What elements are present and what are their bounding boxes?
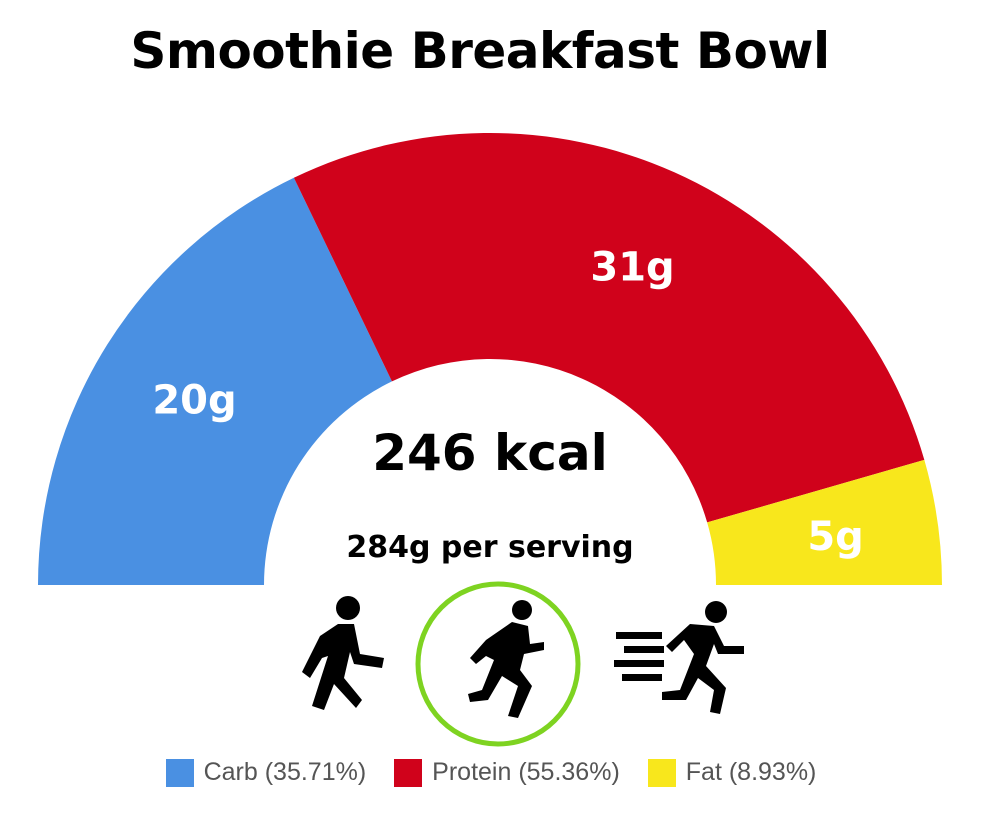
chart-title: Smoothie Breakfast Bowl bbox=[130, 22, 830, 80]
legend-item-protein: Protein (55.36%) bbox=[394, 758, 620, 787]
legend-swatch bbox=[165, 758, 194, 787]
slice-fat bbox=[707, 459, 942, 585]
slice-protein bbox=[293, 133, 925, 523]
slice-carb bbox=[38, 177, 392, 585]
legend-item-fat: Fat (8.93%) bbox=[647, 758, 817, 787]
legend-item-carb: Carb (35.71%) bbox=[165, 758, 367, 787]
slice-label-carb: 20g bbox=[152, 377, 236, 423]
legend-swatch bbox=[394, 758, 423, 787]
slice-label-protein: 31g bbox=[590, 244, 674, 290]
calories-value: 246 kcal bbox=[372, 424, 608, 482]
legend-label: Protein (55.36%) bbox=[432, 758, 620, 786]
legend-swatch bbox=[647, 758, 676, 787]
slice-label-fat: 5g bbox=[807, 514, 863, 560]
legend-label: Carb (35.71%) bbox=[203, 758, 367, 786]
legend-label: Fat (8.93%) bbox=[685, 758, 817, 786]
legend: Carb (35.71%) Protein (55.36%) Fat (8.93%) bbox=[0, 758, 982, 787]
serving-size: 284g per serving bbox=[346, 530, 633, 565]
